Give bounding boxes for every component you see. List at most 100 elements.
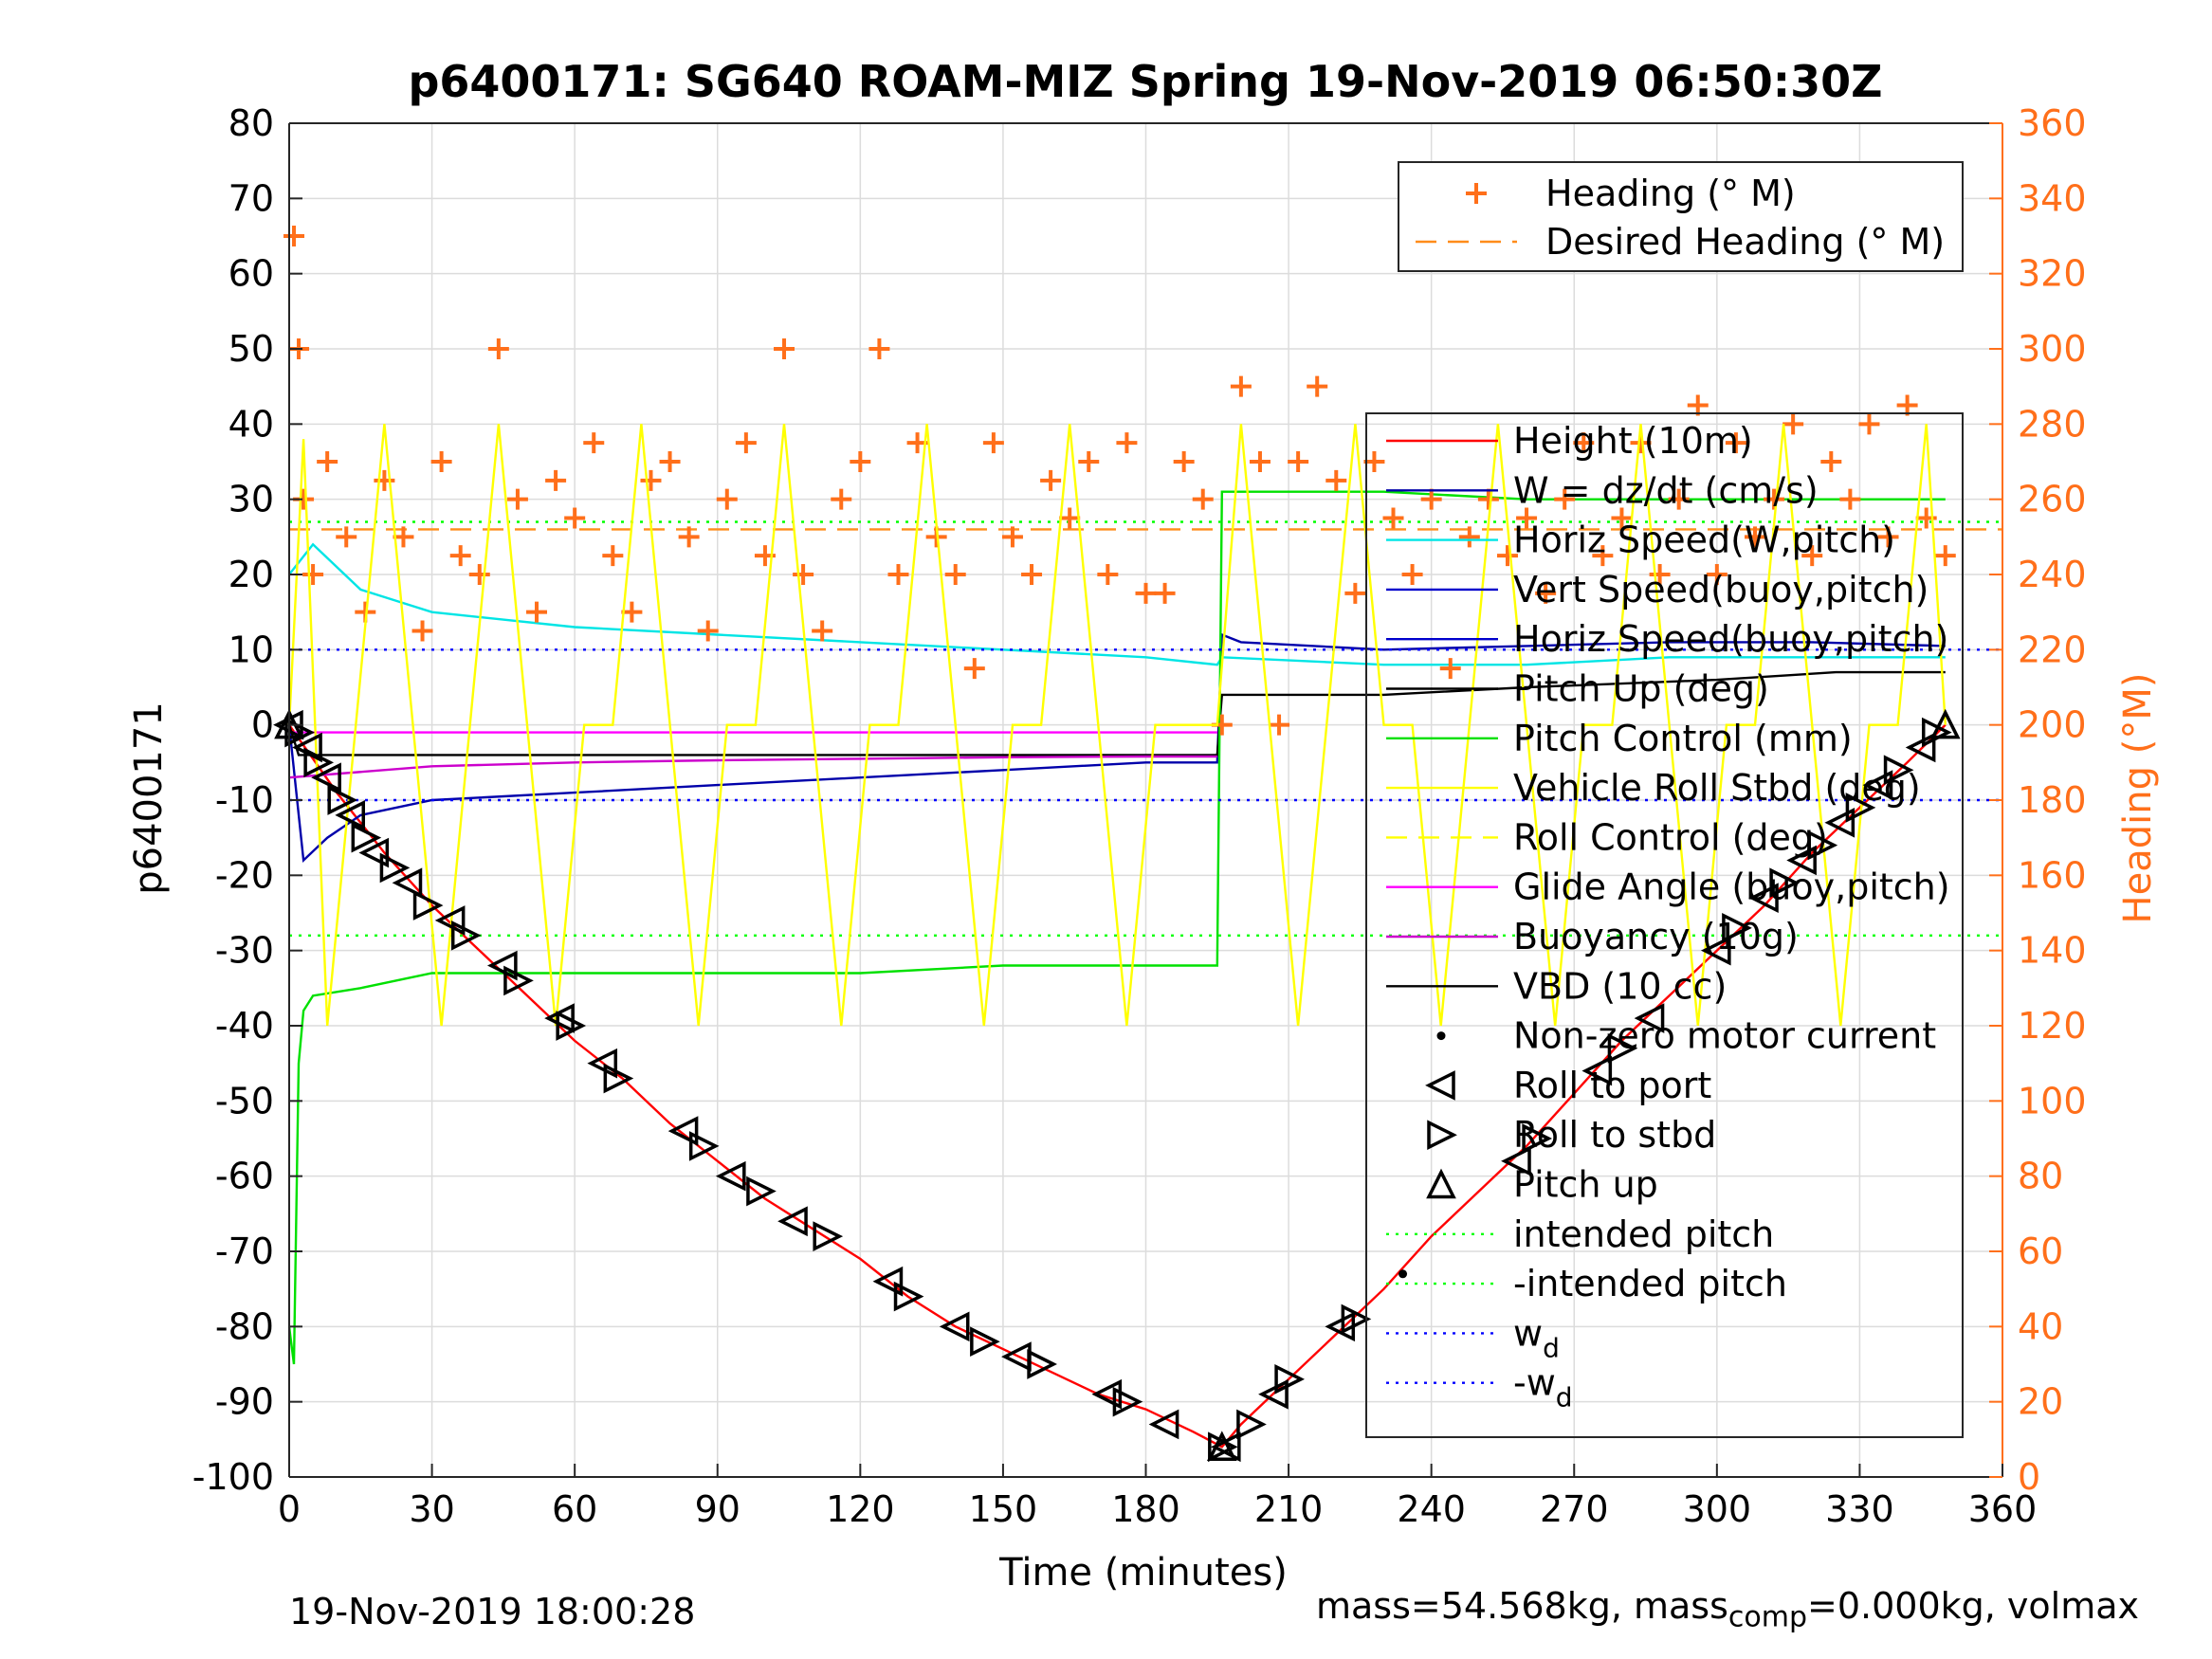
y-axis-label-right: Heading (°M) bbox=[2116, 673, 2160, 924]
heading-point bbox=[317, 451, 338, 472]
y-tick-label-right: 80 bbox=[2018, 1156, 2063, 1197]
heading-point bbox=[1173, 451, 1195, 472]
heading-point bbox=[1135, 582, 1157, 604]
heading-point bbox=[1858, 413, 1880, 435]
heading-point bbox=[1535, 582, 1557, 604]
heading-point bbox=[1877, 526, 1899, 548]
marker-triangle-left bbox=[1091, 1378, 1123, 1410]
heading-point bbox=[468, 564, 490, 585]
legend-heading-label: Heading (° M) bbox=[1545, 173, 1796, 214]
marker-triangle-left bbox=[1748, 883, 1779, 913]
heading-point bbox=[1573, 432, 1595, 454]
x-axis-label: Time (minutes) bbox=[998, 1551, 1288, 1595]
line-buoyancy-10g bbox=[288, 755, 1217, 779]
y-tick-label-right: 300 bbox=[2018, 328, 2087, 370]
heading-point bbox=[430, 451, 452, 472]
heading-point bbox=[1382, 507, 1404, 529]
heading-point bbox=[1192, 488, 1214, 510]
legend-item-intended-pitch: intended pitch bbox=[1386, 1213, 1774, 1255]
heading-point bbox=[944, 564, 966, 585]
legend-label: Non-zero motor current bbox=[1513, 1015, 1936, 1057]
y-tick-label-right: 200 bbox=[2018, 704, 2087, 746]
axes: 0 30 60 90 120 150 180 210 240 270 300 330 360807060… bbox=[192, 102, 2087, 1530]
heading-point bbox=[1896, 394, 1918, 416]
heading-point bbox=[774, 338, 795, 359]
marker-triangle-right bbox=[746, 1176, 777, 1207]
marker-triangle-left bbox=[544, 1003, 575, 1033]
heading-point bbox=[1764, 488, 1785, 510]
y-tick-label-right: 140 bbox=[2018, 930, 2087, 972]
marker-triangle-right bbox=[327, 785, 358, 815]
heading-point bbox=[1040, 469, 1062, 491]
heading-point bbox=[1420, 488, 1442, 510]
marker-triangle-left bbox=[358, 837, 390, 868]
series-pitch-control-mm bbox=[287, 490, 1946, 1365]
marker-triangle-right bbox=[1208, 1431, 1238, 1463]
heading-point bbox=[393, 526, 414, 548]
marker-triangle-left bbox=[667, 1116, 699, 1146]
marker-triangle-left bbox=[715, 1160, 746, 1192]
legend-item-pitch-control-mm: Pitch Control (mm) bbox=[1386, 718, 1853, 759]
heading-point bbox=[982, 432, 1004, 454]
y-tick-label-right: 40 bbox=[2018, 1305, 2063, 1347]
legend-item-buoyancy-10g: Buoyancy (10g) bbox=[1386, 916, 1799, 957]
y-tick-label-left: -70 bbox=[215, 1231, 274, 1272]
heading-point bbox=[812, 620, 833, 642]
heading-point bbox=[1668, 488, 1690, 510]
legend-heading-swatch bbox=[1466, 183, 1487, 204]
heading-point bbox=[1344, 582, 1366, 604]
heading-point bbox=[564, 507, 586, 529]
x-tick-label: 0 bbox=[278, 1488, 301, 1530]
heading-point bbox=[793, 564, 814, 585]
heading-point bbox=[1649, 564, 1671, 585]
footer-mass: mass=54.568kg, masscomp=0.000kg, volmax bbox=[1316, 1585, 2139, 1634]
marker-triangle-left bbox=[1501, 1145, 1531, 1176]
heading-point bbox=[1496, 545, 1518, 567]
marker-triangle-left bbox=[392, 867, 423, 899]
legend-label: Roll to port bbox=[1513, 1065, 1711, 1106]
series-buoyancy-10g bbox=[288, 755, 1217, 779]
x-tick-label: 330 bbox=[1825, 1488, 1894, 1530]
marker-triangle-right bbox=[970, 1326, 1000, 1358]
legend-label: Buoyancy (10g) bbox=[1513, 916, 1799, 957]
marker-triangle-left bbox=[292, 732, 322, 763]
legend-label: Glide Angle (buoy,pitch) bbox=[1513, 866, 1950, 908]
line-horiz-speed-w-pitch bbox=[288, 542, 1946, 666]
y-tick-label-right: 340 bbox=[2018, 177, 2087, 219]
y-tick-label-left: -90 bbox=[215, 1381, 274, 1423]
heading-point bbox=[868, 338, 890, 359]
legend-swatch-triangle-right bbox=[1427, 1120, 1457, 1151]
y-tick-label-right: 260 bbox=[2018, 479, 2087, 520]
heading-point bbox=[1439, 658, 1461, 680]
x-tick-label: 120 bbox=[826, 1488, 895, 1530]
legend-item-height-10m: Height (10m) bbox=[1386, 420, 1753, 462]
y-tick-label-left: -10 bbox=[215, 779, 274, 821]
heading-point bbox=[697, 620, 719, 642]
heading-point bbox=[1458, 526, 1480, 548]
marker-triangle-right bbox=[303, 747, 335, 778]
marker-triangle-up bbox=[1206, 1431, 1237, 1462]
series-layer bbox=[273, 226, 2002, 1463]
legend-item-roll-to-stbd: Roll to stbd bbox=[1427, 1114, 1716, 1156]
legend-label: Horiz Speed(buoy,pitch) bbox=[1513, 618, 1948, 660]
heading-point bbox=[1307, 375, 1328, 397]
heading-point bbox=[283, 226, 305, 246]
marker-triangle-left bbox=[1786, 845, 1817, 876]
marker-triangle-right bbox=[603, 1063, 634, 1094]
y-tick-label-left: -60 bbox=[215, 1156, 274, 1197]
line-pitch-control-mm bbox=[287, 490, 1946, 1365]
legend-item-pitch-up: Pitch up bbox=[1426, 1164, 1658, 1206]
y-tick-label-right: 20 bbox=[2018, 1381, 2063, 1423]
legend-item-vert-speed-buoy-pitch: Vert Speed(buoy,pitch) bbox=[1386, 569, 1929, 611]
x-tick-label: 60 bbox=[552, 1488, 597, 1530]
y-tick-label-left: -40 bbox=[215, 1005, 274, 1047]
marker-triangle-left bbox=[1634, 1003, 1665, 1033]
legend-item-pitch-up-deg: Pitch Up (deg) bbox=[1386, 668, 1769, 710]
y-tick-label-right: 240 bbox=[2018, 554, 2087, 595]
marker-triangle-left bbox=[1148, 1409, 1179, 1440]
marker-triangle-right bbox=[1769, 867, 1801, 899]
legend-subscript: d bbox=[1543, 1332, 1560, 1363]
y-tick-label-left: 60 bbox=[229, 253, 274, 295]
y-tick-label-left: 10 bbox=[229, 629, 274, 670]
y-tick-label-right: 60 bbox=[2018, 1231, 2063, 1272]
